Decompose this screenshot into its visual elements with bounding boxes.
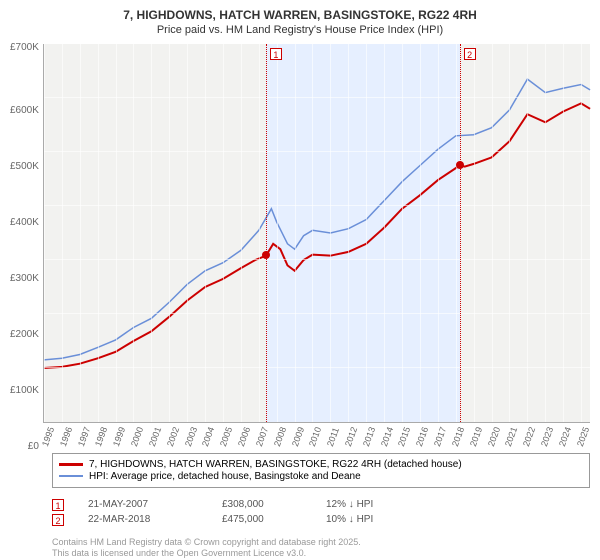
- chart-title-line1: 7, HIGHDOWNS, HATCH WARREN, BASINGSTOKE,…: [10, 8, 590, 24]
- x-tick-label: 2010: [307, 425, 325, 448]
- y-tick-label: £600K: [10, 105, 39, 116]
- y-tick-label: £200K: [10, 329, 39, 340]
- marker-price: £308,000: [222, 499, 302, 510]
- x-tick-label: 2002: [165, 425, 183, 448]
- footnote-line1: Contains HM Land Registry data © Crown c…: [52, 537, 590, 549]
- x-tick-label: 2021: [503, 425, 521, 448]
- marker-num: 1: [52, 499, 64, 511]
- marker-delta: 12% ↓ HPI: [326, 499, 373, 510]
- marker-date: 21-MAY-2007: [88, 499, 198, 510]
- x-tick-label: 2006: [236, 425, 254, 448]
- x-tick-label: 2004: [200, 425, 218, 448]
- marker-table: 1 21-MAY-2007 £308,000 12% ↓ HPI 2 22-MAR-201…: [52, 496, 590, 529]
- x-tick-label: 2024: [557, 425, 575, 448]
- x-tick-label: 2017: [432, 425, 450, 448]
- x-tick-label: 1999: [111, 425, 129, 448]
- sale-dot-2: [456, 161, 464, 169]
- x-tick-label: 2023: [539, 425, 557, 448]
- marker-date: 22-MAR-2018: [88, 514, 198, 525]
- x-tick-label: 2015: [396, 425, 414, 448]
- footnote: Contains HM Land Registry data © Crown c…: [52, 537, 590, 560]
- chart-container: 7, HIGHDOWNS, HATCH WARREN, BASINGSTOKE,…: [0, 0, 600, 560]
- y-tick-label: £500K: [10, 161, 39, 172]
- marker-box-1: 1: [270, 48, 282, 60]
- x-tick-label: 2022: [521, 425, 539, 448]
- x-tick-label: 2000: [129, 425, 147, 448]
- marker-table-row: 1 21-MAY-2007 £308,000 12% ↓ HPI: [52, 499, 590, 511]
- x-tick-label: 2009: [289, 425, 307, 448]
- x-tick-label: 2008: [272, 425, 290, 448]
- marker-price: £475,000: [222, 514, 302, 525]
- x-tick-label: 2020: [486, 425, 504, 448]
- y-tick-label: £700K: [10, 42, 39, 53]
- legend-label-2: HPI: Average price, detached house, Basi…: [89, 471, 361, 482]
- x-tick-label: 2007: [254, 425, 272, 448]
- x-tick-label: 2014: [379, 425, 397, 448]
- series-price_paid: [44, 103, 590, 368]
- marker-num: 2: [52, 514, 64, 526]
- x-tick-label: 2001: [147, 425, 165, 448]
- footnote-line2: This data is licensed under the Open Gov…: [52, 548, 590, 560]
- x-tick-label: 2012: [343, 425, 361, 448]
- x-tick-label: 2013: [361, 425, 379, 448]
- x-tick-label: 2005: [218, 425, 236, 448]
- marker-delta: 10% ↓ HPI: [326, 514, 373, 525]
- legend-label-1: 7, HIGHDOWNS, HATCH WARREN, BASINGSTOKE,…: [89, 459, 462, 470]
- series-hpi: [44, 79, 590, 360]
- x-tick-label: 2016: [414, 425, 432, 448]
- legend: 7, HIGHDOWNS, HATCH WARREN, BASINGSTOKE,…: [52, 453, 590, 488]
- y-axis: £700K£600K£500K£400K£300K£200K£100K£0: [10, 44, 43, 447]
- legend-row-2: HPI: Average price, detached house, Basi…: [59, 471, 583, 482]
- x-tick-label: 2025: [575, 425, 593, 448]
- marker-table-row: 2 22-MAR-2018 £475,000 10% ↓ HPI: [52, 514, 590, 526]
- x-tick-label: 2018: [450, 425, 468, 448]
- y-tick-label: £300K: [10, 273, 39, 284]
- plot-area: 12: [43, 44, 590, 423]
- x-tick-label: 2011: [325, 425, 343, 448]
- plot-wrap: 12 1995199619971998199920002001200220032…: [43, 44, 590, 447]
- legend-row-1: 7, HIGHDOWNS, HATCH WARREN, BASINGSTOKE,…: [59, 459, 583, 470]
- x-tick-label: 1996: [58, 425, 76, 448]
- marker-box-2: 2: [464, 48, 476, 60]
- sale-dot-1: [262, 251, 270, 259]
- x-tick-label: 2019: [468, 425, 486, 448]
- legend-swatch-2: [59, 475, 83, 477]
- x-tick-label: 1995: [40, 425, 58, 448]
- legend-swatch-1: [59, 463, 83, 466]
- x-tick-label: 1998: [93, 425, 111, 448]
- y-tick-label: £100K: [10, 385, 39, 396]
- line-svg: [44, 44, 590, 422]
- x-tick-label: 2003: [182, 425, 200, 448]
- chart-title-line2: Price paid vs. HM Land Registry's House …: [10, 24, 590, 36]
- x-tick-label: 1997: [76, 425, 94, 448]
- y-tick-label: £400K: [10, 217, 39, 228]
- chart-row: £700K£600K£500K£400K£300K£200K£100K£0 12…: [10, 44, 590, 447]
- x-axis: 1995199619971998199920002001200220032004…: [43, 423, 590, 447]
- y-tick-label: £0: [10, 441, 39, 452]
